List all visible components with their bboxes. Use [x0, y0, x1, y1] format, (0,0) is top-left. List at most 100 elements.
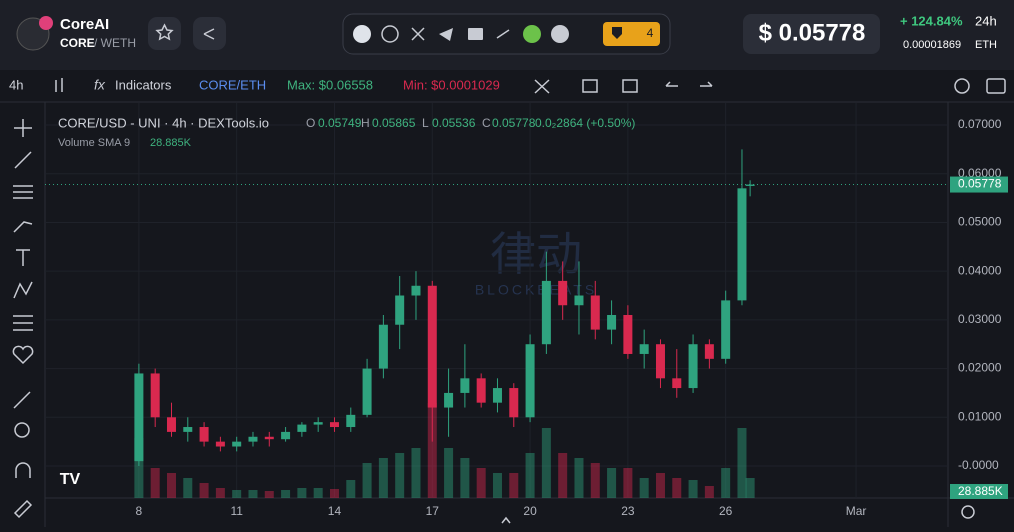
lock-tool[interactable]: [13, 499, 33, 519]
link-icon[interactable]: [439, 28, 453, 41]
volume-bar: [215, 488, 225, 498]
candle-body: [607, 314, 617, 330]
candle-body: [558, 280, 568, 306]
candle-body: [623, 314, 633, 354]
crosshair-tool[interactable]: [14, 119, 32, 137]
link-icons: [353, 25, 569, 43]
volume-bar: [248, 490, 258, 498]
candle-body: [721, 300, 731, 359]
magnet-tool[interactable]: [15, 462, 31, 478]
y-tick-label: -0.0000: [958, 458, 999, 472]
candle-body: [232, 441, 242, 447]
legend-title: CORE/USD - UNI · 4h · DEXTools.io: [58, 115, 269, 130]
candle-body: [378, 324, 388, 369]
x-tick-label: 14: [328, 504, 342, 518]
link-icon[interactable]: [551, 25, 569, 43]
legend-c-label: C: [482, 116, 491, 130]
pair-toggle[interactable]: CORE/ETH: [199, 77, 266, 92]
volume-bar: [297, 488, 307, 498]
volume-bar: [232, 490, 242, 498]
volume-bar: [704, 486, 714, 498]
scroll-icon[interactable]: [501, 516, 511, 524]
share-icon: [203, 28, 215, 40]
y-tick-label: 0.05000: [958, 215, 1002, 229]
legend-change: 0.0₂2864 (+0.50%): [535, 116, 635, 130]
shield-icon: [612, 27, 622, 39]
volume-bar: [623, 468, 633, 498]
candle-body: [281, 431, 291, 440]
brush-tool[interactable]: [13, 221, 33, 233]
y-tick-label: 0.02000: [958, 361, 1002, 375]
volume-bar: [492, 473, 502, 498]
indicator-icon[interactable]: [622, 79, 638, 93]
fib-tool[interactable]: [13, 185, 33, 199]
drawing-tools: [12, 119, 34, 519]
links-pill: [342, 13, 671, 55]
candle-body: [672, 378, 682, 389]
link-icon[interactable]: [353, 25, 371, 43]
volume-bar: [362, 463, 372, 498]
candle-body: [574, 295, 584, 306]
candle-body: [166, 417, 176, 432]
last-price-box: [950, 176, 1008, 193]
favorites-tool[interactable]: [12, 345, 34, 365]
prediction-tool[interactable]: [13, 315, 33, 331]
volume-bar: [541, 428, 551, 498]
volume-axis-label: 28.885K: [958, 484, 1003, 498]
link-icon[interactable]: [381, 25, 399, 43]
screenshot-icon[interactable]: [986, 78, 1006, 94]
favorite-button[interactable]: [148, 17, 181, 50]
legend-open: 0.05749: [318, 116, 362, 130]
y-tick-label: 0.04000: [958, 263, 1002, 277]
volume-bar: [607, 468, 617, 498]
link-icon[interactable]: [411, 27, 425, 41]
candle-body: [313, 422, 323, 425]
volume-bar: [199, 483, 209, 498]
candle-body: [509, 388, 519, 418]
link-icon[interactable]: [496, 29, 510, 39]
volume-bar: [655, 473, 665, 498]
candle-body: [395, 295, 405, 325]
candle-body: [362, 368, 372, 415]
line-tool[interactable]: [14, 151, 32, 169]
volume-bar: [395, 453, 405, 498]
y-tick-label: 0.06000: [958, 166, 1002, 180]
indicator-icon[interactable]: [582, 79, 598, 93]
volume-bar: [329, 489, 339, 498]
legend-high: 0.05865: [372, 116, 416, 130]
volume-bar: [460, 458, 470, 498]
candle-body: [183, 427, 193, 432]
change-period: 24h: [975, 13, 997, 28]
chart-type-icon[interactable]: [55, 78, 63, 92]
volume-bar: [166, 473, 176, 498]
candle-body: [492, 388, 502, 403]
candle-body: [655, 344, 665, 379]
redo-icon[interactable]: [700, 81, 713, 87]
axis-settings-icon[interactable]: [961, 505, 975, 519]
candle-body: [460, 378, 470, 393]
share-button[interactable]: [193, 17, 226, 50]
volume-bar: [688, 480, 698, 498]
interval-button[interactable]: 4h: [9, 77, 23, 92]
volume-bar: [590, 463, 600, 498]
indicators-button[interactable]: Indicators: [115, 77, 172, 92]
measure-tool[interactable]: [13, 391, 31, 409]
volume-bar: [427, 403, 437, 498]
link-icon[interactable]: [523, 25, 541, 43]
fullscreen-icon[interactable]: [534, 79, 550, 94]
settings-icon[interactable]: [954, 78, 970, 94]
volume-bar: [134, 438, 144, 498]
pattern-tool[interactable]: [13, 281, 33, 299]
candle-body: [688, 344, 698, 389]
x-tick-label: 11: [230, 504, 243, 518]
link-icon[interactable]: [468, 28, 483, 40]
text-tool[interactable]: [16, 249, 30, 266]
undo-icon[interactable]: [665, 81, 678, 87]
watermark-logo: 律动: [490, 228, 582, 280]
zoom-tool[interactable]: [14, 422, 30, 438]
candle-body: [248, 436, 258, 442]
volume-bar: [476, 468, 486, 498]
candle-body: [590, 295, 600, 330]
y-tick-label: 0.07000: [958, 117, 1002, 131]
